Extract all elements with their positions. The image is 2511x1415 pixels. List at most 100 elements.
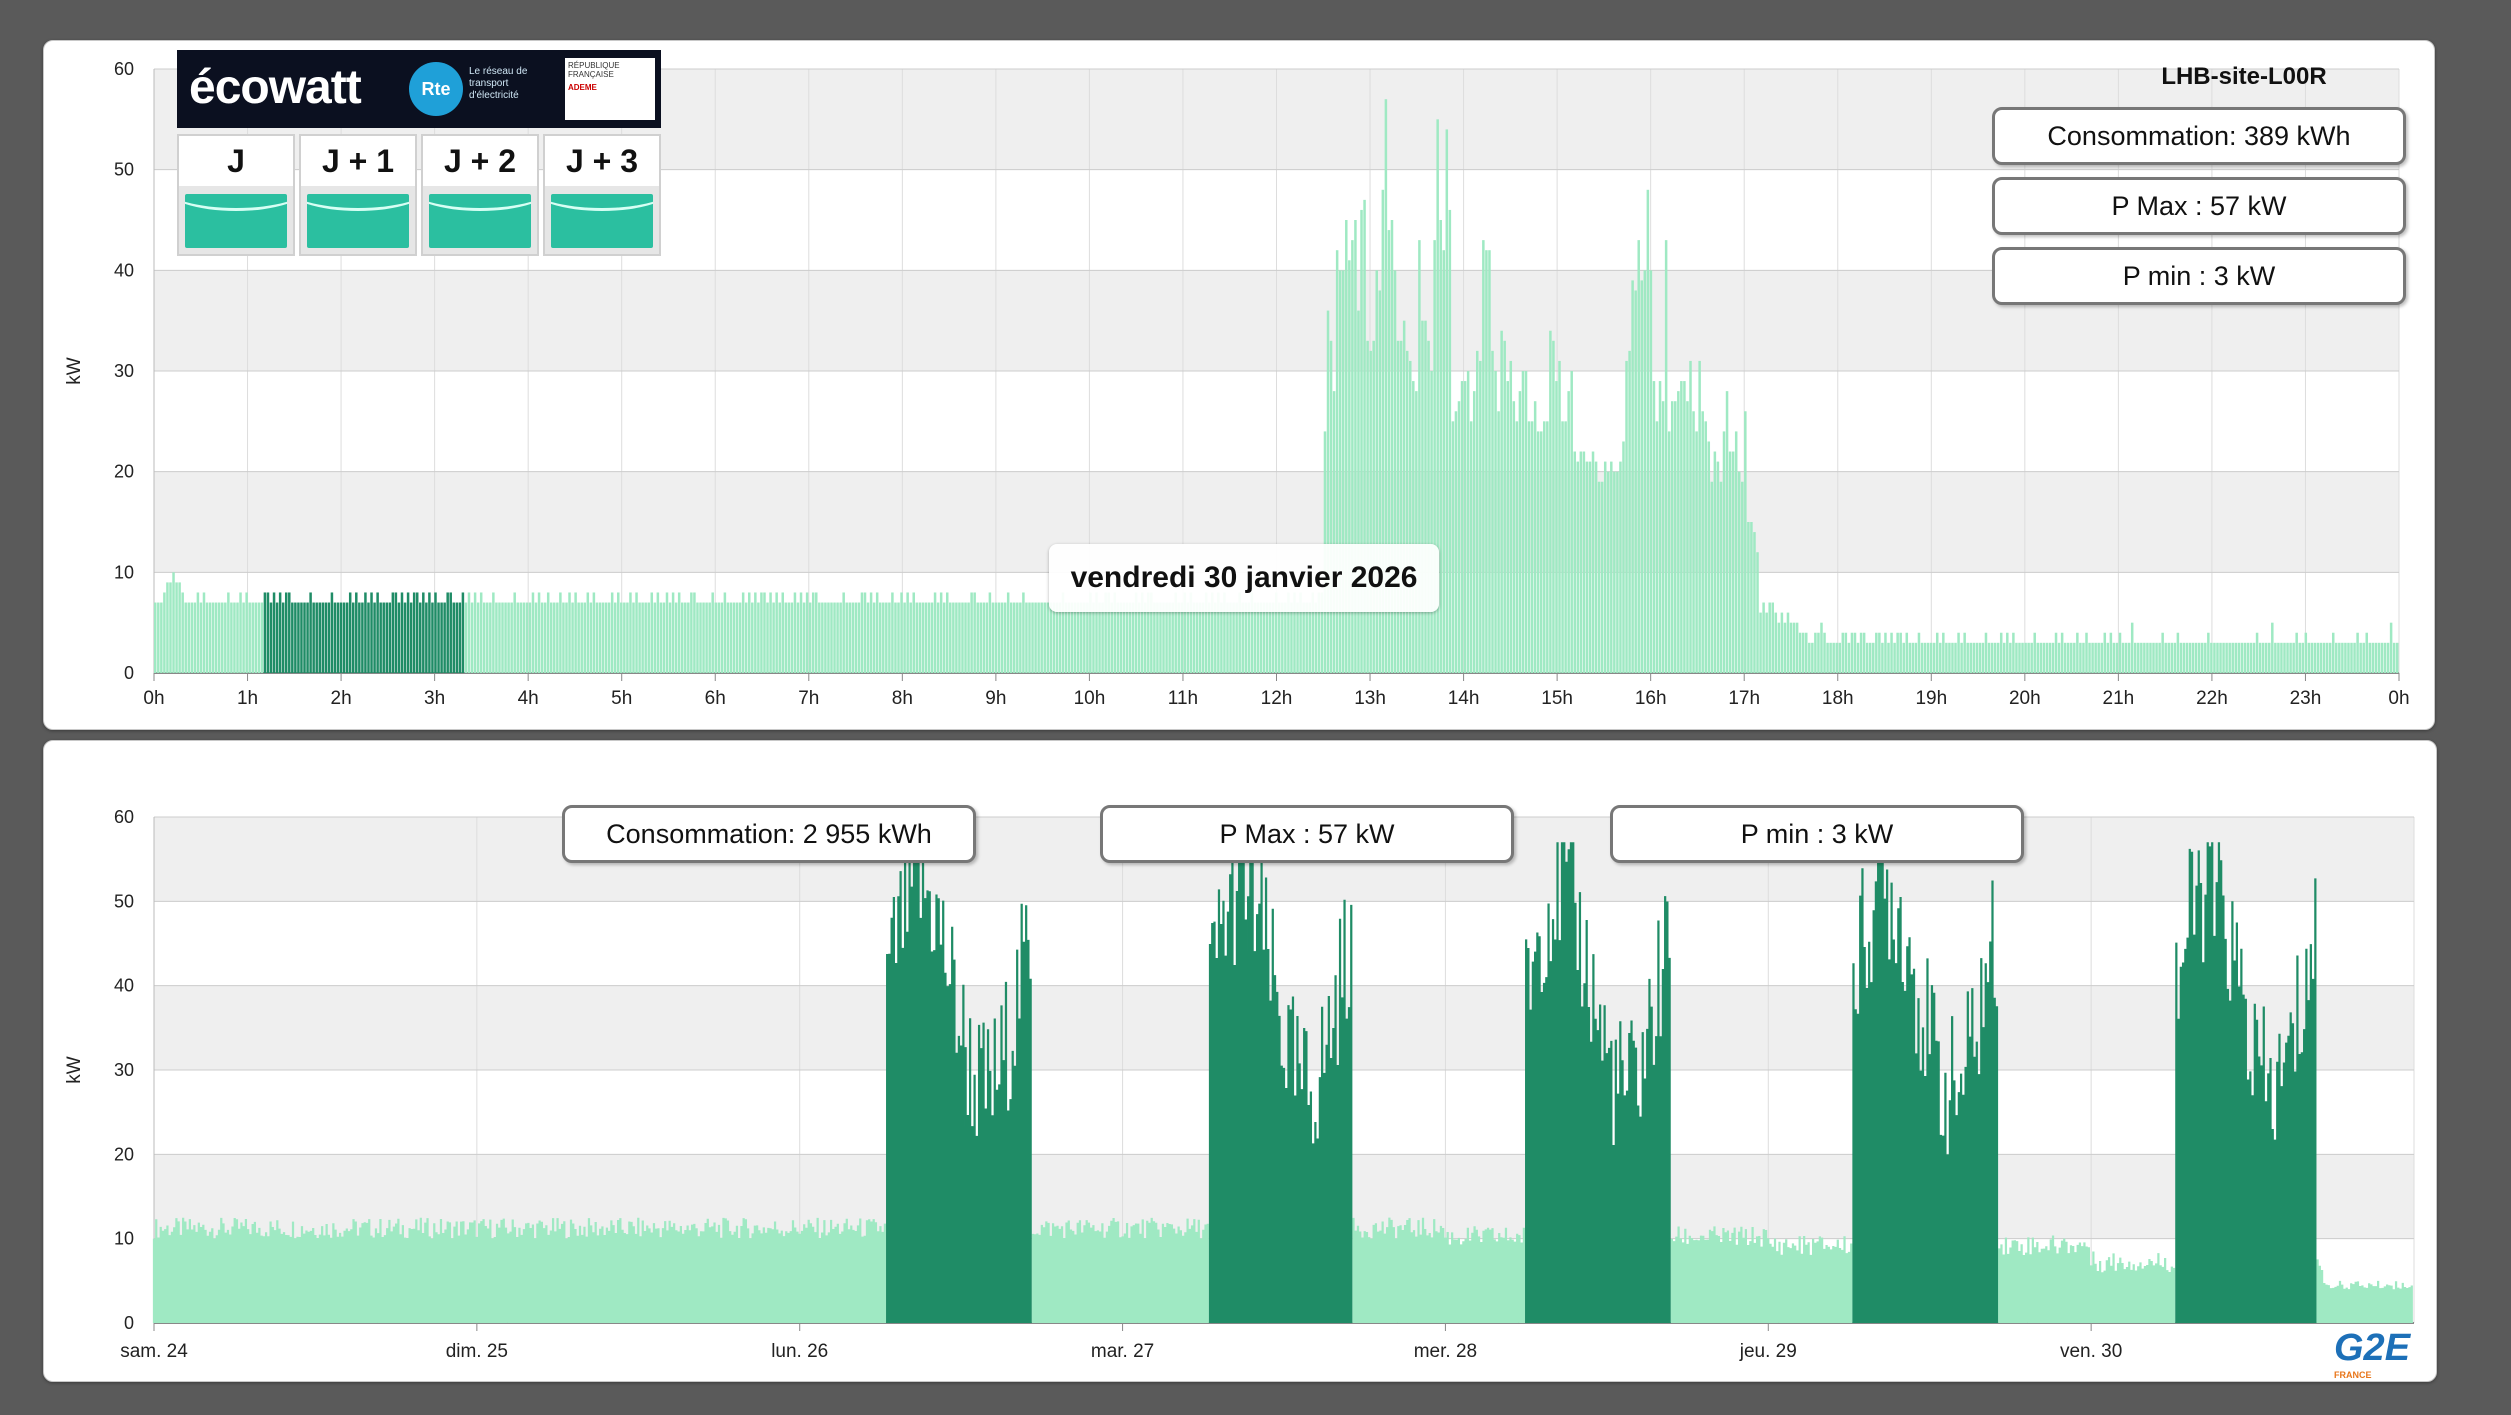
power-bar xyxy=(181,592,184,673)
power-bar xyxy=(629,592,632,673)
power-bar xyxy=(723,592,727,673)
power-bar xyxy=(1728,451,1732,673)
power-bar xyxy=(412,592,416,673)
x-tick-label: 19h xyxy=(1915,688,1947,709)
power-bar xyxy=(1768,602,1771,673)
power-bar xyxy=(1326,310,1330,673)
power-bar xyxy=(1805,632,1808,673)
power-bar xyxy=(714,602,717,673)
power-bar xyxy=(1978,642,1982,673)
power-bar xyxy=(1680,381,1683,673)
power-bar xyxy=(1777,622,1781,673)
power-bar xyxy=(1847,642,1851,673)
power-bar xyxy=(522,602,526,673)
power-bar xyxy=(894,602,897,673)
power-bar xyxy=(291,602,294,673)
x-tick-label: jeu. 29 xyxy=(1739,1341,1797,1362)
power-bar xyxy=(1942,632,1945,673)
power-bar xyxy=(394,592,398,673)
power-bar xyxy=(1893,642,1896,673)
power-bar xyxy=(1046,602,1050,673)
power-bar xyxy=(2331,632,2335,673)
power-bar xyxy=(684,602,687,673)
power-bar xyxy=(1783,622,1787,673)
power-bar xyxy=(2021,642,2024,673)
power-bar xyxy=(1491,350,1494,673)
power-bar xyxy=(1774,612,1778,673)
power-bar xyxy=(373,602,376,673)
power-bar xyxy=(1741,481,1744,673)
power-bar xyxy=(248,602,251,673)
power-bar xyxy=(2012,632,2015,673)
power-bar xyxy=(653,602,657,673)
power-bar xyxy=(1372,340,1375,673)
power-bar xyxy=(2243,642,2247,673)
power-bar xyxy=(336,602,340,673)
power-bar xyxy=(2210,642,2213,673)
rte-logo: Rte xyxy=(409,62,463,116)
power-bar xyxy=(1506,381,1509,673)
power-bar xyxy=(211,602,215,673)
x-tick-label: 9h xyxy=(985,688,1006,709)
power-bar xyxy=(443,602,446,673)
power-bar xyxy=(1363,199,1366,673)
power-bar xyxy=(1329,340,1333,673)
power-bar xyxy=(808,602,812,673)
power-bar xyxy=(1424,320,1427,673)
power-bar xyxy=(900,592,903,673)
power-bar xyxy=(2191,642,2195,673)
power-bar xyxy=(1872,642,1875,673)
power-bar xyxy=(1299,592,1302,673)
week-chart: 0 10 20 30 40 50 60 kW sam. 24 dim. 25 lun. 26 mar.… xyxy=(64,807,2415,1362)
power-bar xyxy=(568,592,571,673)
power-bar xyxy=(1433,240,1436,673)
power-bar xyxy=(1868,642,1872,673)
plot-band xyxy=(154,985,2414,1070)
power-bar xyxy=(321,602,325,673)
power-bar xyxy=(1908,642,1912,673)
power-bar xyxy=(970,592,973,673)
power-bar xyxy=(2249,642,2253,673)
power-bar xyxy=(617,592,620,673)
power-bar xyxy=(379,602,382,673)
power-bar xyxy=(1835,642,1838,673)
x-tick-label: 6h xyxy=(705,688,726,709)
power-bar xyxy=(1795,622,1799,673)
power-bar xyxy=(172,572,175,673)
power-bar xyxy=(1948,642,1951,673)
power-bar xyxy=(1707,441,1711,673)
power-bar xyxy=(266,592,270,673)
power-bar xyxy=(254,602,258,673)
power-bar xyxy=(239,592,242,673)
power-bar xyxy=(2359,642,2362,673)
power-bar xyxy=(519,602,523,673)
power-bar xyxy=(251,602,254,673)
power-bar xyxy=(949,602,952,673)
power-bar xyxy=(1235,602,1238,673)
power-bar xyxy=(778,602,781,673)
power-bar xyxy=(2158,642,2161,673)
power-bar xyxy=(1713,451,1717,673)
power-bar xyxy=(528,602,532,673)
power-bar xyxy=(1850,632,1854,673)
power-bar xyxy=(1451,421,1455,673)
power-bar xyxy=(973,592,976,673)
power-bar xyxy=(2383,642,2387,673)
power-bar xyxy=(1530,421,1534,673)
power-bar xyxy=(1536,431,1540,673)
power-bar xyxy=(1546,421,1549,673)
power-bar xyxy=(1454,411,1458,673)
power-bar xyxy=(2188,642,2192,673)
power-bar xyxy=(818,602,821,673)
power-bar xyxy=(662,602,666,673)
power-bar xyxy=(1561,421,1564,673)
power-bar xyxy=(345,602,349,673)
power-bar xyxy=(1229,602,1232,673)
power-bar xyxy=(339,602,343,673)
power-bar xyxy=(1640,280,1644,673)
power-bar xyxy=(2100,642,2103,673)
power-bar xyxy=(656,592,660,673)
power-bar xyxy=(2301,642,2305,673)
y-tick-label: 0 xyxy=(124,1313,134,1333)
power-bar xyxy=(1814,632,1817,673)
